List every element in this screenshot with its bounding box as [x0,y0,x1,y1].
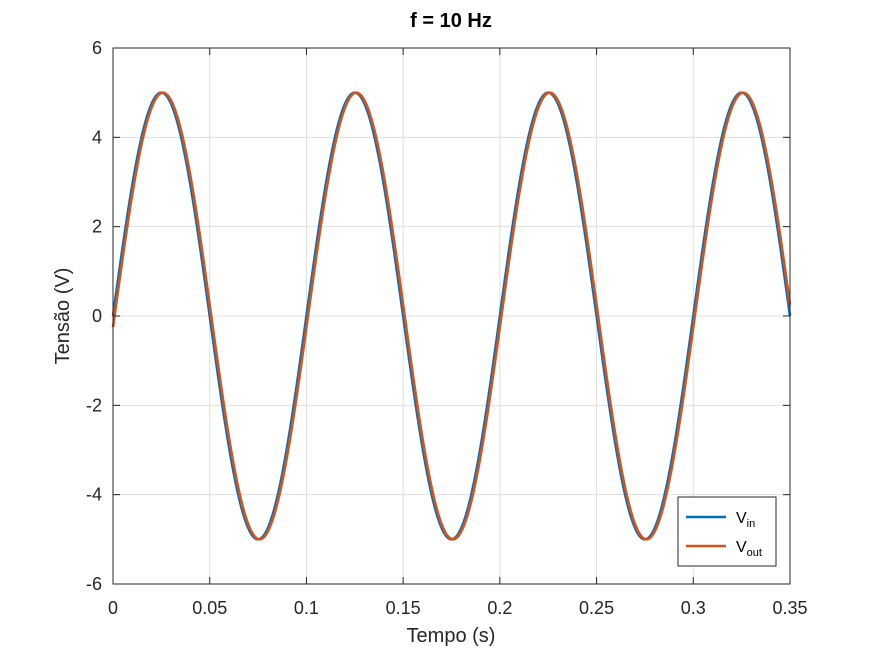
series-line-out [111,91,792,541]
x-tick-label: 0.1 [294,598,319,618]
x-tick-label: 0.3 [681,598,706,618]
y-tick-label: 4 [92,127,102,147]
y-tick-label: -4 [86,485,102,505]
legend-label-out: Vout [736,539,762,559]
y-tick-label: -6 [86,574,102,594]
y-tick-labels: -6 -4 -2 0 2 4 6 [86,38,102,594]
x-tick-label: 0.2 [487,598,512,618]
y-tick-label: -2 [86,395,102,415]
chart-title: f = 10 Hz [410,10,492,32]
y-axis-label: Tensão (V) [52,268,74,365]
y-tick-label: 6 [92,38,102,58]
x-tick-label: 0.25 [579,598,614,618]
x-tick-label: 0.35 [772,598,807,618]
x-tick-label: 0.15 [386,598,421,618]
x-tick-label: 0 [108,598,118,618]
plot-area [111,47,792,585]
legend-box [677,496,777,567]
y-tick-label: 0 [92,306,102,326]
x-tick-label: 0.05 [192,598,227,618]
series-lines [111,91,792,541]
x-axis-label: Tempo (s) [407,625,496,647]
legend: Vin Vout [677,496,777,567]
legend-label-in: Vin [736,510,755,530]
tick-marks [112,47,791,585]
x-tick-labels: 0 0.05 0.1 0.15 0.2 0.25 0.3 0.35 [108,598,808,618]
y-tick-label: 2 [92,217,102,237]
